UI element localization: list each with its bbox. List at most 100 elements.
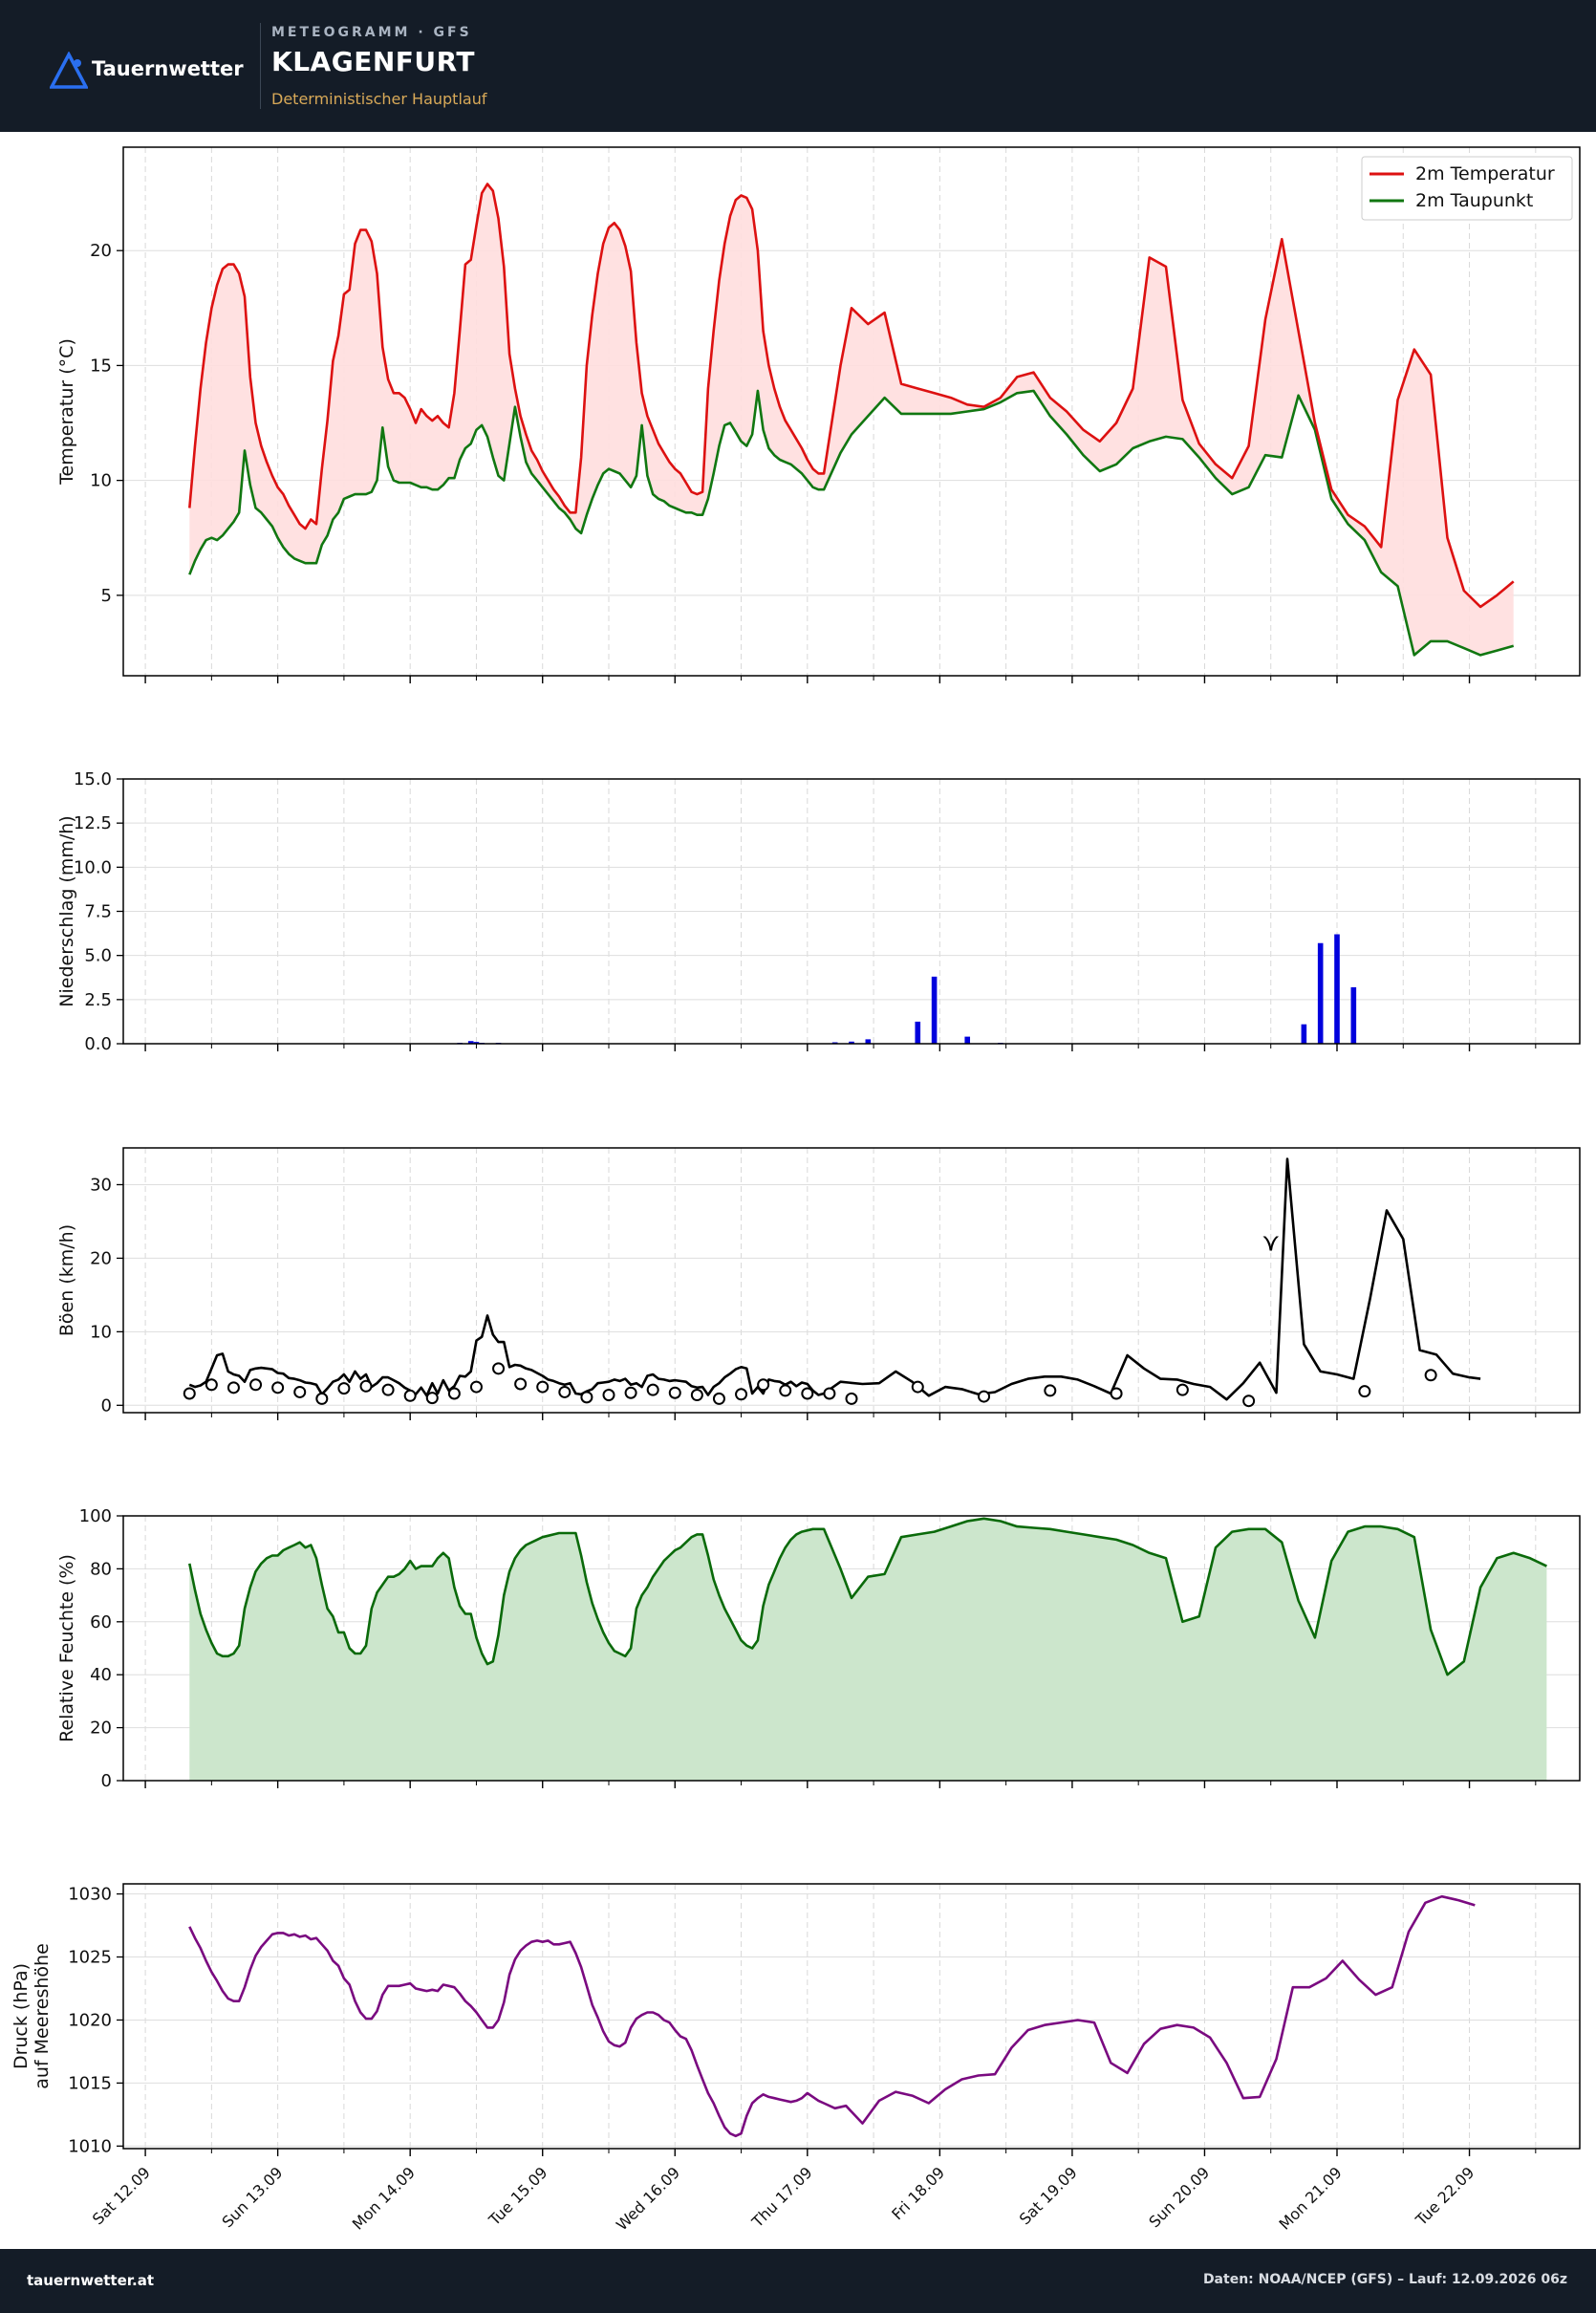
panel-pressure: 1010 1015 1020 1025 1030 Druck (hPa) auf Meere…	[11, 1883, 1581, 2156]
x-tick-label: Tue 15.09	[485, 2163, 550, 2229]
y-tick-label: 40	[90, 1665, 112, 1685]
wind-direction-marker	[183, 1387, 196, 1400]
y-tick-label: 15.0	[74, 769, 112, 789]
x-tick-label: Sat 12.09	[89, 2163, 154, 2228]
wind-direction-marker	[315, 1392, 329, 1405]
wind-direction-marker	[381, 1383, 395, 1396]
wind-direction-marker	[735, 1388, 748, 1401]
wind-direction-marker	[580, 1391, 593, 1404]
x-tick-label: Tue 22.09	[1412, 2163, 1477, 2229]
gust-line	[188, 1157, 1481, 1401]
panel-frame	[122, 146, 1581, 677]
header-bar: Tauernwetter METEOGRAMM · GFS KLAGENFURT…	[0, 0, 1596, 132]
wind-direction-marker	[978, 1390, 991, 1403]
y-tick-label: 60	[90, 1612, 112, 1632]
y-tick-label: 1025	[68, 1948, 112, 1968]
wind-direction-marker	[1044, 1384, 1057, 1397]
temperature-line	[188, 183, 1515, 609]
wind-direction-marker	[801, 1387, 814, 1400]
wind-direction-marker	[1424, 1369, 1437, 1382]
y-tick-label: 20	[90, 1719, 112, 1739]
wind-direction-marker	[845, 1392, 858, 1405]
panel-frame	[122, 1515, 1581, 1782]
wind-direction-marker	[1110, 1387, 1123, 1400]
x-tick-label: Thu 17.09	[747, 2163, 815, 2231]
wind-direction-marker	[492, 1362, 506, 1375]
brand-logo[interactable]: Tauernwetter	[50, 50, 298, 92]
panel-humidity: 0 20 40 60 80 100 Relative Feuchte (%)	[56, 1506, 1581, 1791]
y-axis-label: Niederschlag (mm/h)	[56, 815, 77, 1006]
footer-bar: tauernwetter.at Daten: NOAA/NCEP (GFS) –…	[0, 2249, 1596, 2313]
wind-direction-marker	[271, 1381, 285, 1394]
y-tick-label: 80	[90, 1559, 112, 1579]
precipitation-bar	[915, 1021, 921, 1044]
y-tick-label: 12.5	[74, 813, 112, 833]
wind-direction-marker	[558, 1385, 572, 1398]
wind-direction-marker	[403, 1389, 417, 1402]
brand-name: Tauernwetter	[92, 57, 244, 80]
y-tick-label: 0.0	[84, 1034, 112, 1054]
y-tick-label: 1030	[68, 1885, 112, 1905]
x-tick-label: Wed 16.09	[613, 2163, 683, 2234]
y-tick-label: 1010	[68, 2136, 112, 2156]
precipitation-bar	[1334, 934, 1340, 1044]
footer-site-link[interactable]: tauernwetter.at	[27, 2272, 155, 2289]
wind-direction-marker	[779, 1384, 792, 1397]
y-tick-label: 2.5	[84, 990, 112, 1010]
temperature-dewpoint-spread-area	[189, 184, 1514, 656]
wind-direction-marker	[690, 1389, 703, 1402]
y-axis-label: Böen (km/h)	[56, 1224, 77, 1336]
y-tick-label: 20	[90, 1248, 112, 1268]
y-tick-label: 15	[90, 356, 112, 376]
wind-direction-marker	[624, 1386, 637, 1399]
mountain-triangle-icon	[50, 52, 88, 89]
wind-direction-marker	[536, 1380, 550, 1394]
legend-box	[1361, 156, 1573, 221]
y-tick-label: 0	[101, 1395, 112, 1416]
y-tick-label: 100	[79, 1506, 112, 1526]
wind-direction-marker	[514, 1377, 528, 1391]
wind-direction-marker	[1242, 1394, 1256, 1408]
wind-direction-marker	[1358, 1385, 1371, 1398]
wind-direction-marker	[646, 1383, 659, 1396]
wind-direction-marker	[226, 1381, 240, 1394]
wind-direction-marker	[823, 1387, 836, 1400]
run-label: Deterministischer Hauptlauf	[271, 90, 487, 108]
wind-direction-marker	[668, 1386, 681, 1399]
precipitation-bar	[964, 1036, 971, 1044]
humidity-area	[189, 1518, 1547, 1781]
wind-direction-marker	[1175, 1383, 1189, 1396]
y-tick-label: 10.0	[74, 857, 112, 877]
panel-frame	[122, 1883, 1581, 2150]
y-axis-label: Relative Feuchte (%)	[56, 1554, 77, 1742]
wind-direction-marker	[359, 1379, 373, 1393]
y-tick-label: 1015	[68, 2073, 112, 2093]
panel-gusts: ⋎ 0 10 20 30 Böen (km/h)	[56, 1147, 1581, 1420]
panel-temperature: 2m Temperatur 2m Taupunkt 5 10 15 20 Temperatu…	[56, 146, 1581, 683]
wind-direction-marker	[447, 1387, 461, 1400]
x-tick-label: Fri 18.09	[888, 2163, 948, 2223]
header-divider	[260, 23, 261, 109]
wind-direction-marker	[757, 1378, 770, 1392]
precipitation-bar	[1301, 1024, 1307, 1044]
wind-direction-marker	[602, 1389, 615, 1402]
wind-direction-marker	[293, 1385, 307, 1398]
wind-direction-marker	[911, 1380, 924, 1394]
y-axis-label: auf Meereshöhe	[32, 1943, 53, 2089]
precipitation-bar	[1350, 986, 1357, 1044]
y-axis-label: Temperatur (°C)	[56, 338, 77, 486]
x-tick-label: Sun 13.09	[219, 2163, 287, 2231]
wind-direction-marker	[425, 1392, 439, 1405]
precipitation-bar	[849, 1041, 854, 1044]
precipitation-bar	[931, 976, 938, 1044]
y-tick-label: 1020	[68, 2010, 112, 2030]
precipitation-bar	[467, 1041, 474, 1044]
panel-frame	[122, 1147, 1581, 1414]
footer-data-source: Daten: NOAA/NCEP (GFS) – Lauf: 12.09.202…	[1202, 2272, 1567, 2287]
location-title: KLAGENFURT	[271, 46, 476, 77]
precipitation-bar	[473, 1042, 480, 1044]
legend-label: 2m Taupunkt	[1415, 190, 1533, 211]
wind-direction-marker	[337, 1382, 351, 1395]
dewpoint-line	[188, 389, 1515, 657]
